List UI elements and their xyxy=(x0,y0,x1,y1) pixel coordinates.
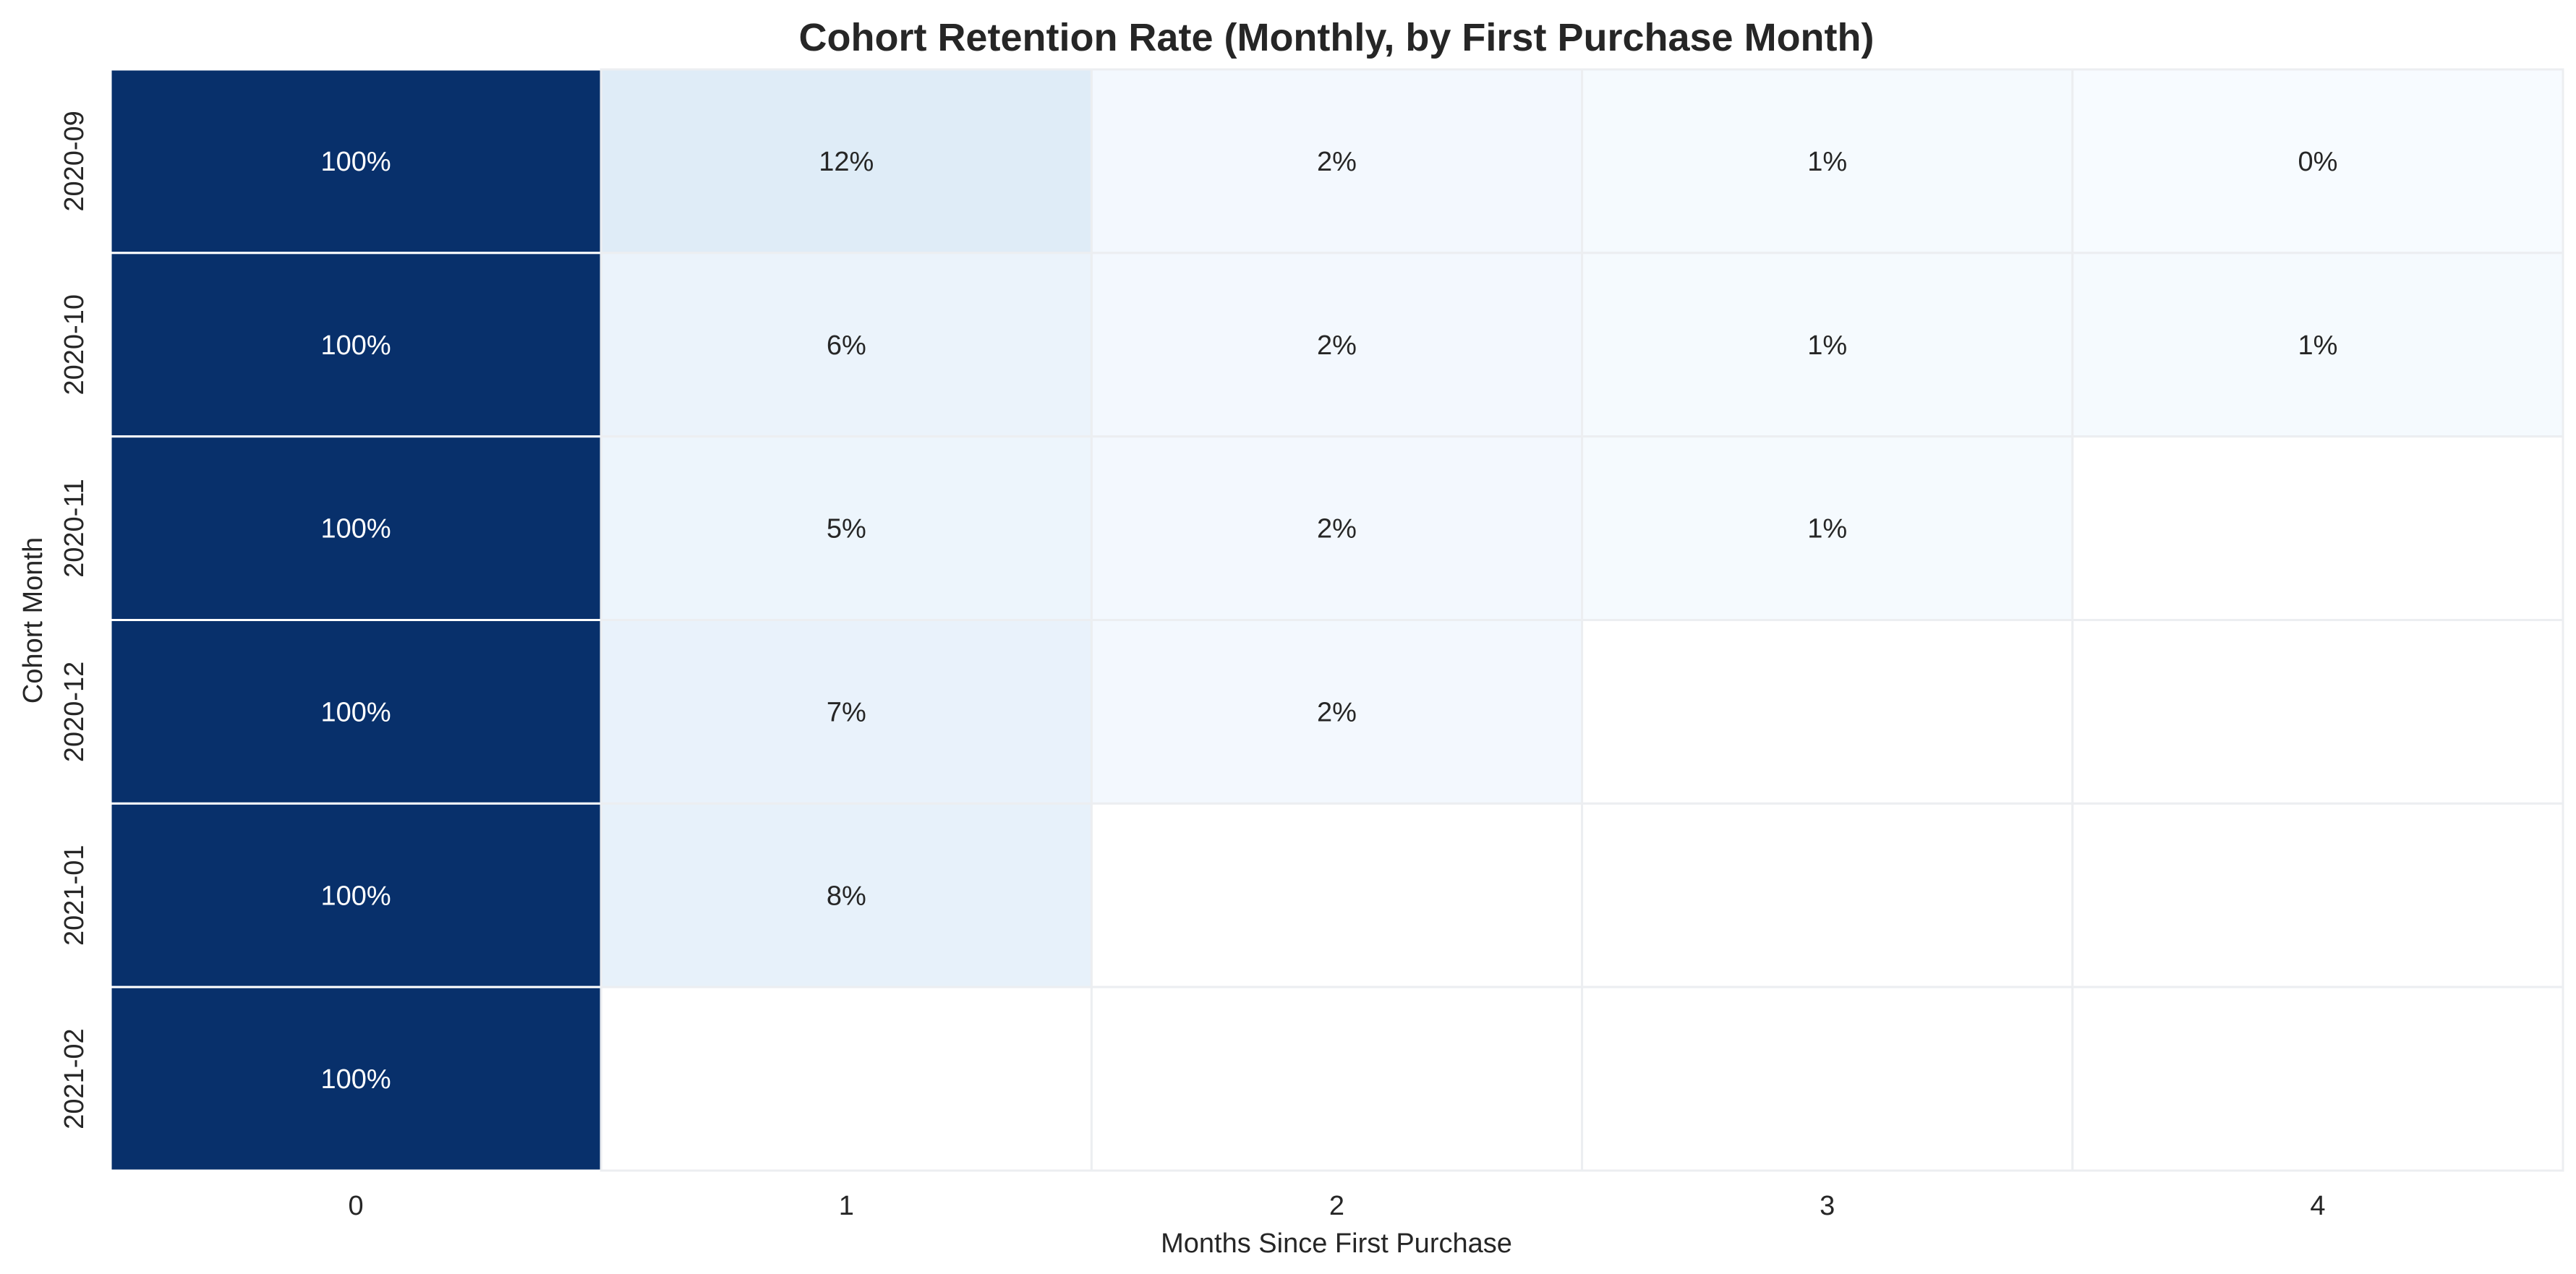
cell-value-label: 12% xyxy=(819,147,874,177)
y-axis-label: Cohort Month xyxy=(18,537,48,704)
cell-value-label: 100% xyxy=(320,147,391,177)
heatmap-cell-2020-11-m2 xyxy=(1090,435,1584,622)
y-tick-label: 2020-11 xyxy=(59,479,90,578)
heatmap-cell-2020-10-m0 xyxy=(109,252,602,438)
heatmap-cell-2020-12-m2 xyxy=(1090,619,1584,805)
cell-value-label: 1% xyxy=(2298,330,2337,361)
x-tick-label: 4 xyxy=(2310,1191,2325,1221)
cell-value-label: 100% xyxy=(320,330,391,361)
y-tick-label: 2021-01 xyxy=(59,845,90,946)
x-tick-label: 2 xyxy=(1329,1191,1344,1221)
heatmap-cell-2021-01-m3 xyxy=(1581,802,2074,988)
cell-value-label: 8% xyxy=(827,881,866,911)
heatmap-cell-2020-11-m4 xyxy=(2071,435,2564,622)
heatmap-cell-2020-12-m1 xyxy=(600,619,1093,805)
cell-value-label: 1% xyxy=(1807,514,1847,544)
heatmap-cells xyxy=(109,68,2564,1172)
heatmap-cell-2021-02-m2 xyxy=(1090,986,1584,1172)
cell-value-label: 6% xyxy=(827,330,866,361)
heatmap-cell-2021-01-m0 xyxy=(109,802,602,988)
heatmap-cell-2021-02-m1 xyxy=(600,986,1093,1172)
x-tick-label: 1 xyxy=(839,1191,854,1221)
cell-value-label: 2% xyxy=(1317,330,1357,361)
cell-value-label: 1% xyxy=(1807,147,1847,177)
x-tick-label: 3 xyxy=(1820,1191,1835,1221)
cell-value-label: 2% xyxy=(1317,697,1357,727)
chart-title: Cohort Retention Rate (Monthly, by First… xyxy=(798,16,1874,59)
heatmap-cell-2020-10-m4 xyxy=(2071,252,2564,438)
heatmap-cell-2020-09-m0 xyxy=(109,68,602,255)
y-tick-label: 2020-12 xyxy=(59,662,90,762)
cell-value-label: 1% xyxy=(1807,330,1847,361)
heatmap-cell-2021-01-m2 xyxy=(1090,802,1584,988)
x-tick-label: 0 xyxy=(349,1191,364,1221)
heatmap-cell-2020-09-m1 xyxy=(600,68,1093,255)
heatmap-cell-2020-11-m1 xyxy=(600,435,1093,622)
cell-value-label: 5% xyxy=(827,514,866,544)
heatmap-cell-2020-09-m3 xyxy=(1581,68,2074,255)
cell-value-label: 100% xyxy=(320,697,391,727)
y-tick-label: 2021-02 xyxy=(59,1028,90,1129)
cell-value-label: 100% xyxy=(320,514,391,544)
cell-value-label: 7% xyxy=(827,697,866,727)
heatmap-cell-2020-12-m3 xyxy=(1581,619,2074,805)
heatmap-cell-2020-09-m4 xyxy=(2071,68,2564,255)
heatmap-cell-2020-11-m3 xyxy=(1581,435,2074,622)
heatmap-cell-labels: 100% 12% 2% 1% 0% 100% 6% 2% 1% 1% 100% 5% 2% 1% 100% 7… xyxy=(320,147,2337,1095)
heatmap-cell-2021-02-m4 xyxy=(2071,986,2564,1172)
y-axis-ticks: 2020-09 2020-10 2020-11 2020-12 2021-01 2021-… xyxy=(59,111,90,1129)
heatmap-cell-2020-09-m2 xyxy=(1090,68,1584,255)
heatmap-cell-2021-02-m0 xyxy=(109,986,602,1172)
heatmap-cell-2021-02-m3 xyxy=(1581,986,2074,1172)
cell-value-label: 2% xyxy=(1317,147,1357,177)
heatmap-cell-2020-12-m0 xyxy=(109,619,602,805)
heatmap-cell-2021-01-m4 xyxy=(2071,802,2564,988)
cell-value-label: 0% xyxy=(2298,147,2337,177)
x-axis-ticks: 0 1 2 3 4 xyxy=(349,1191,2326,1221)
cell-value-label: 2% xyxy=(1317,514,1357,544)
heatmap-cell-2020-10-m2 xyxy=(1090,252,1584,438)
cell-value-label: 100% xyxy=(320,1064,391,1095)
heatmap-cell-2020-12-m4 xyxy=(2071,619,2564,805)
y-tick-label: 2020-10 xyxy=(59,294,90,395)
y-tick-label: 2020-09 xyxy=(59,111,90,211)
cell-value-label: 100% xyxy=(320,881,391,911)
x-axis-label: Months Since First Purchase xyxy=(1161,1228,1512,1259)
heatmap-cell-2021-01-m1 xyxy=(600,802,1093,988)
